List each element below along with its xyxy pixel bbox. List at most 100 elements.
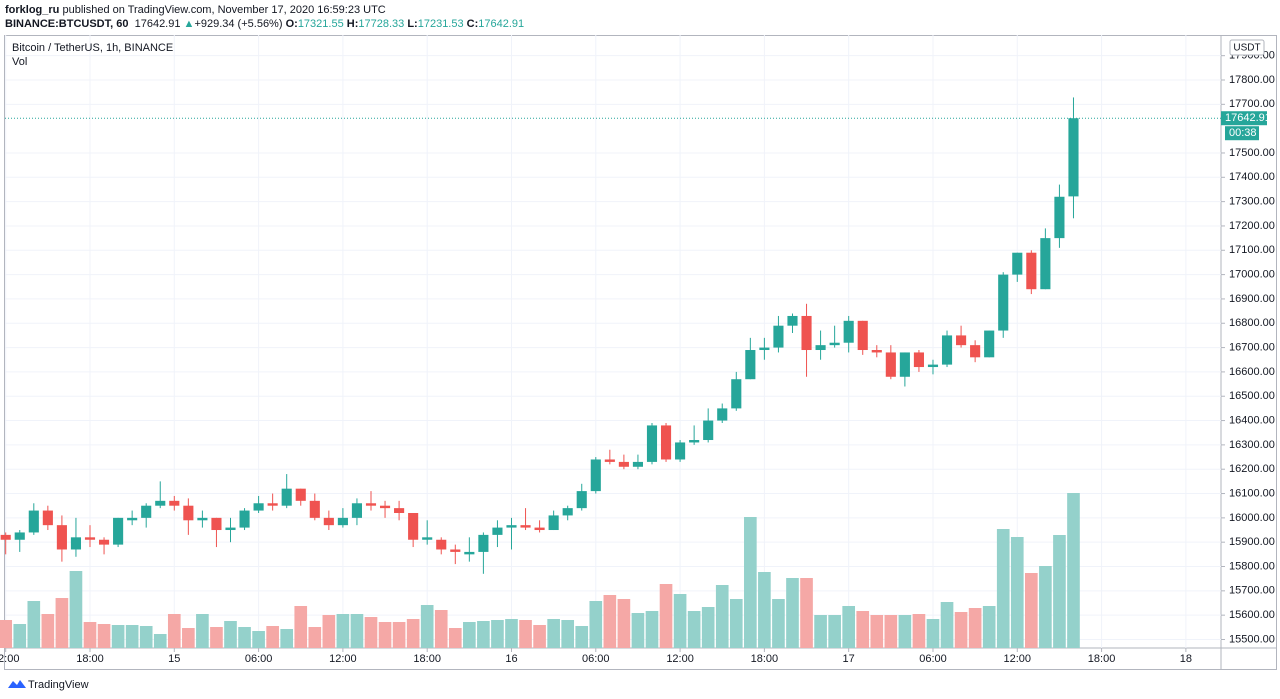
volume-bar <box>491 620 504 648</box>
candle-body <box>632 461 643 467</box>
volume-bar <box>519 620 532 648</box>
candle-body <box>970 345 981 358</box>
candle-body <box>14 532 25 540</box>
volume-bar <box>772 599 785 648</box>
volume-bar <box>589 601 603 648</box>
volume-bar <box>996 529 1010 648</box>
x-tick-label: 06:00 <box>245 653 273 665</box>
volume-bar <box>533 625 546 648</box>
volume-bar <box>153 634 167 648</box>
volume-bar <box>97 624 111 648</box>
footer: TradingView <box>8 679 89 691</box>
volume-bar <box>687 611 701 648</box>
candle-body <box>295 488 306 501</box>
volume-bar <box>294 606 308 648</box>
candle-body <box>520 525 531 528</box>
candle-body <box>70 537 82 550</box>
volume-bar <box>477 621 490 648</box>
volume-bar <box>1067 493 1080 648</box>
candle-body <box>197 517 208 521</box>
l-label: L: <box>407 18 418 30</box>
volume-bar <box>392 622 406 648</box>
candle-body <box>309 500 320 518</box>
candle-body <box>98 539 110 545</box>
y-tick-label: 15800.00 <box>1229 560 1275 572</box>
volume-bar <box>210 627 223 648</box>
frame <box>4 35 1277 670</box>
x-tick-label: 18:00 <box>1088 653 1116 665</box>
volume-bar <box>364 617 378 648</box>
author: forklog_ru <box>5 4 60 16</box>
last-price-label: 17642.91 <box>1225 112 1271 124</box>
grid <box>5 35 1221 648</box>
volume-bar <box>434 610 448 648</box>
candle-body <box>169 500 180 506</box>
volume-bar <box>336 614 350 648</box>
y-tick-label: 15600.00 <box>1229 609 1275 621</box>
y-tick-label: 16400.00 <box>1229 414 1275 426</box>
candle-body <box>590 459 601 492</box>
candle-body <box>351 503 363 518</box>
volume-bar <box>870 615 884 648</box>
x-tick-label: 12:00 <box>1004 653 1032 665</box>
candle-body <box>84 537 96 540</box>
y-tick-label: 16700.00 <box>1229 341 1275 353</box>
x-tick-label: 17 <box>843 653 855 665</box>
volume-bar <box>448 628 462 648</box>
axis-unit: USDT <box>1233 43 1260 54</box>
published: published on TradingView.com, November 1… <box>62 4 386 16</box>
volume-bar <box>603 595 617 648</box>
candle-body <box>1012 252 1023 275</box>
volume-bar <box>1010 537 1024 648</box>
y-tick-label: 17200.00 <box>1229 220 1275 232</box>
volume-bar <box>982 606 996 648</box>
x-tick-label: 12:00 <box>329 653 357 665</box>
candle-body <box>956 335 967 346</box>
volume-bar <box>659 584 673 648</box>
volume-bar <box>167 614 181 648</box>
candle-body <box>927 364 939 368</box>
last: 17642.91 <box>134 18 181 30</box>
candle-body <box>773 325 784 348</box>
volume-bar <box>266 626 279 648</box>
volume-bar <box>561 620 575 648</box>
volume-bar <box>224 621 237 648</box>
candle-body <box>857 320 868 351</box>
c-val: 17642.91 <box>478 18 525 30</box>
volume-bar <box>786 578 799 648</box>
candle-body <box>998 274 1009 331</box>
countdown-box <box>1225 126 1259 141</box>
volume-bar <box>196 614 209 648</box>
candle-body <box>113 517 124 545</box>
y-tick-label: 15500.00 <box>1229 633 1275 645</box>
volume-bar <box>575 626 589 648</box>
candle-body <box>984 330 995 358</box>
o-val: 17321.55 <box>297 18 344 30</box>
volume-bar <box>406 619 420 648</box>
y-tick-label: 15900.00 <box>1229 536 1275 548</box>
volume-bar <box>125 625 139 648</box>
y-tick-label: 17700.00 <box>1229 98 1275 110</box>
volume-bar <box>182 628 195 648</box>
y-tick-label: 16000.00 <box>1229 512 1275 524</box>
y-tick-label: 16900.00 <box>1229 293 1275 305</box>
candle-body <box>323 517 334 526</box>
volume-bar <box>1039 566 1052 648</box>
x-tick-label: 18:00 <box>76 653 104 665</box>
volume-bar <box>505 619 518 648</box>
candle-body <box>436 539 447 550</box>
candle-body <box>759 347 770 351</box>
unit-box <box>1229 39 1265 56</box>
volume-bar <box>547 619 560 648</box>
volume-bar <box>898 615 912 648</box>
x-tick-label: 06:00 <box>919 653 947 665</box>
y-tick-label: 17800.00 <box>1229 74 1275 86</box>
x-tick-label: 12:00 <box>0 653 19 665</box>
x-tick-label: 12:00 <box>666 653 694 665</box>
symbol: BINANCE:BTCUSDT, 60 <box>5 18 129 30</box>
candle-body <box>394 508 405 513</box>
candle-body <box>464 551 475 555</box>
volume-bar <box>41 614 55 648</box>
candle-body <box>183 505 194 521</box>
candle-body <box>576 491 587 509</box>
